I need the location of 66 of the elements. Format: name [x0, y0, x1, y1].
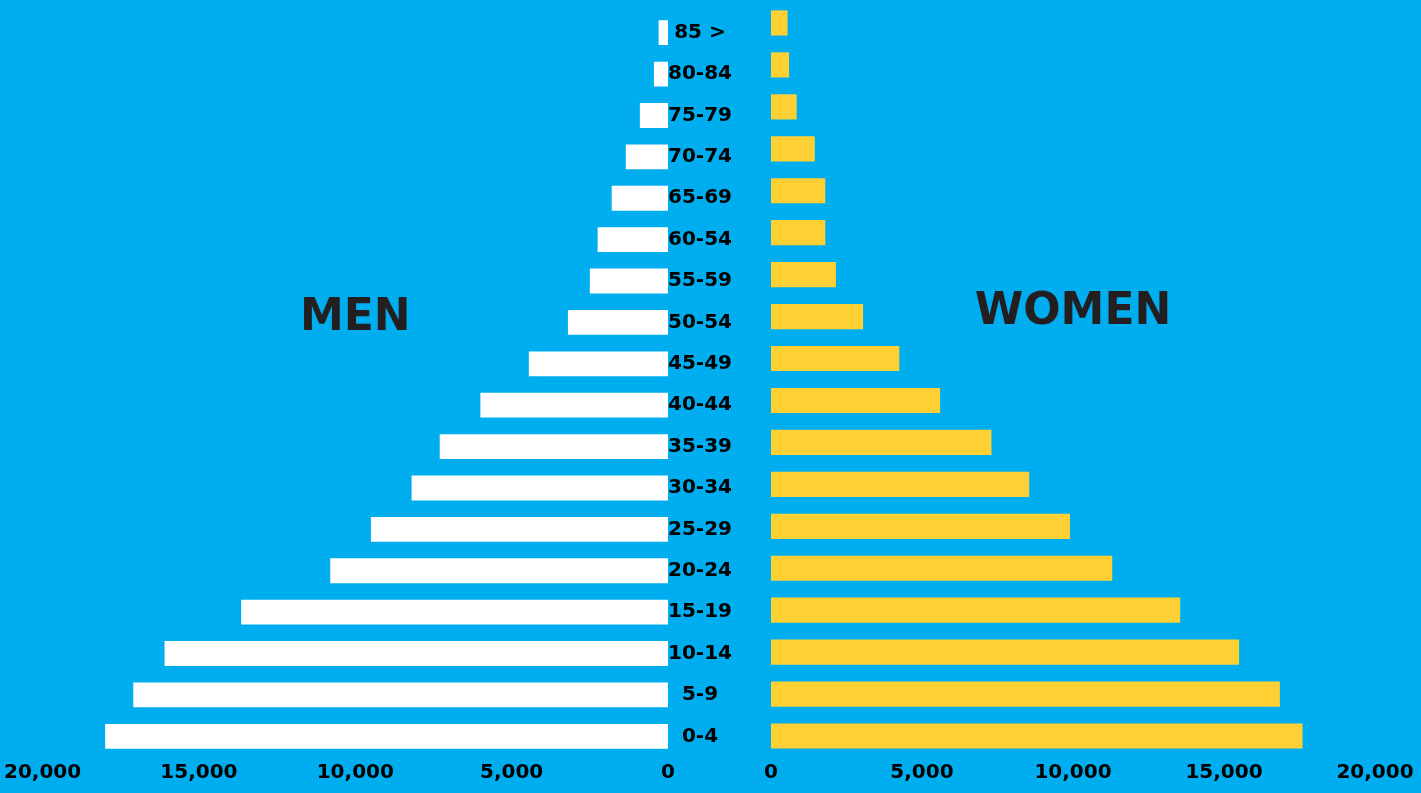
y-tick-label: 10-14: [668, 639, 732, 664]
bar: [770, 345, 900, 372]
bar: [770, 597, 1181, 623]
bar: [611, 185, 668, 211]
y-tick-label: 80-84: [668, 60, 732, 85]
bar: [653, 61, 668, 87]
bar: [770, 681, 1280, 707]
bar: [770, 52, 790, 78]
y-tick-label: 85 >: [674, 18, 726, 43]
x-tick-label: 15,000: [160, 759, 238, 784]
bar: [770, 304, 864, 330]
x-tick-label: 15,000: [1185, 759, 1263, 784]
bar: [770, 178, 826, 204]
y-tick-label: 75-79: [668, 101, 732, 126]
x-tick-label: 5,000: [480, 759, 544, 784]
y-tick-label: 0-4: [681, 722, 719, 747]
bar: [411, 475, 668, 501]
bar: [770, 471, 1030, 497]
bar: [370, 516, 668, 542]
y-tick-label: 25-29: [668, 515, 732, 540]
x-tick-label: 0: [661, 759, 675, 784]
y-tick-label: 30-34: [668, 474, 732, 499]
y-tick-label: 50-54: [668, 308, 732, 333]
bar: [164, 641, 668, 666]
bar: [658, 20, 668, 46]
bar: [770, 555, 1113, 581]
x-tick-label: 0: [764, 759, 778, 784]
bar: [770, 262, 836, 288]
y-tick-label: 55-59: [668, 267, 732, 292]
bar: [770, 513, 1070, 539]
bar: [770, 10, 788, 36]
x-tick-label: 20,000: [1336, 759, 1414, 784]
bar: [480, 392, 668, 418]
y-tick-label: 15-19: [668, 598, 732, 623]
x-tick-label: 10,000: [316, 759, 394, 784]
y-tick-label: 5-9: [681, 681, 719, 706]
bar: [330, 558, 668, 584]
bar: [625, 144, 668, 170]
y-tick-label: 35-39: [668, 432, 732, 457]
bar: [528, 351, 668, 377]
series-label: MEN: [299, 288, 411, 340]
y-tick-label: 70-74: [668, 143, 732, 168]
x-tick-label: 10,000: [1034, 759, 1112, 784]
x-tick-label: 20,000: [4, 759, 82, 784]
bar: [105, 723, 668, 749]
y-tick-label: 65-69: [668, 184, 732, 209]
bar: [567, 310, 668, 335]
bar: [597, 227, 668, 253]
y-tick-label: 45-49: [668, 350, 732, 375]
bar: [133, 682, 668, 708]
y-tick-label: 20-24: [668, 556, 732, 581]
bar: [589, 268, 668, 294]
bar: [439, 434, 668, 459]
y-tick-label: 40-44: [668, 391, 732, 416]
bar: [770, 429, 992, 455]
bar: [639, 103, 668, 128]
bar: [770, 639, 1240, 665]
bar: [770, 136, 815, 162]
series-label: WOMEN: [974, 283, 1172, 335]
x-tick-label: 5,000: [890, 759, 954, 784]
bar: [770, 723, 1303, 749]
y-tick-label: 60-54: [668, 225, 732, 250]
bar: [241, 599, 668, 625]
bar: [770, 220, 826, 246]
bar: [770, 94, 797, 120]
bar: [770, 387, 941, 414]
